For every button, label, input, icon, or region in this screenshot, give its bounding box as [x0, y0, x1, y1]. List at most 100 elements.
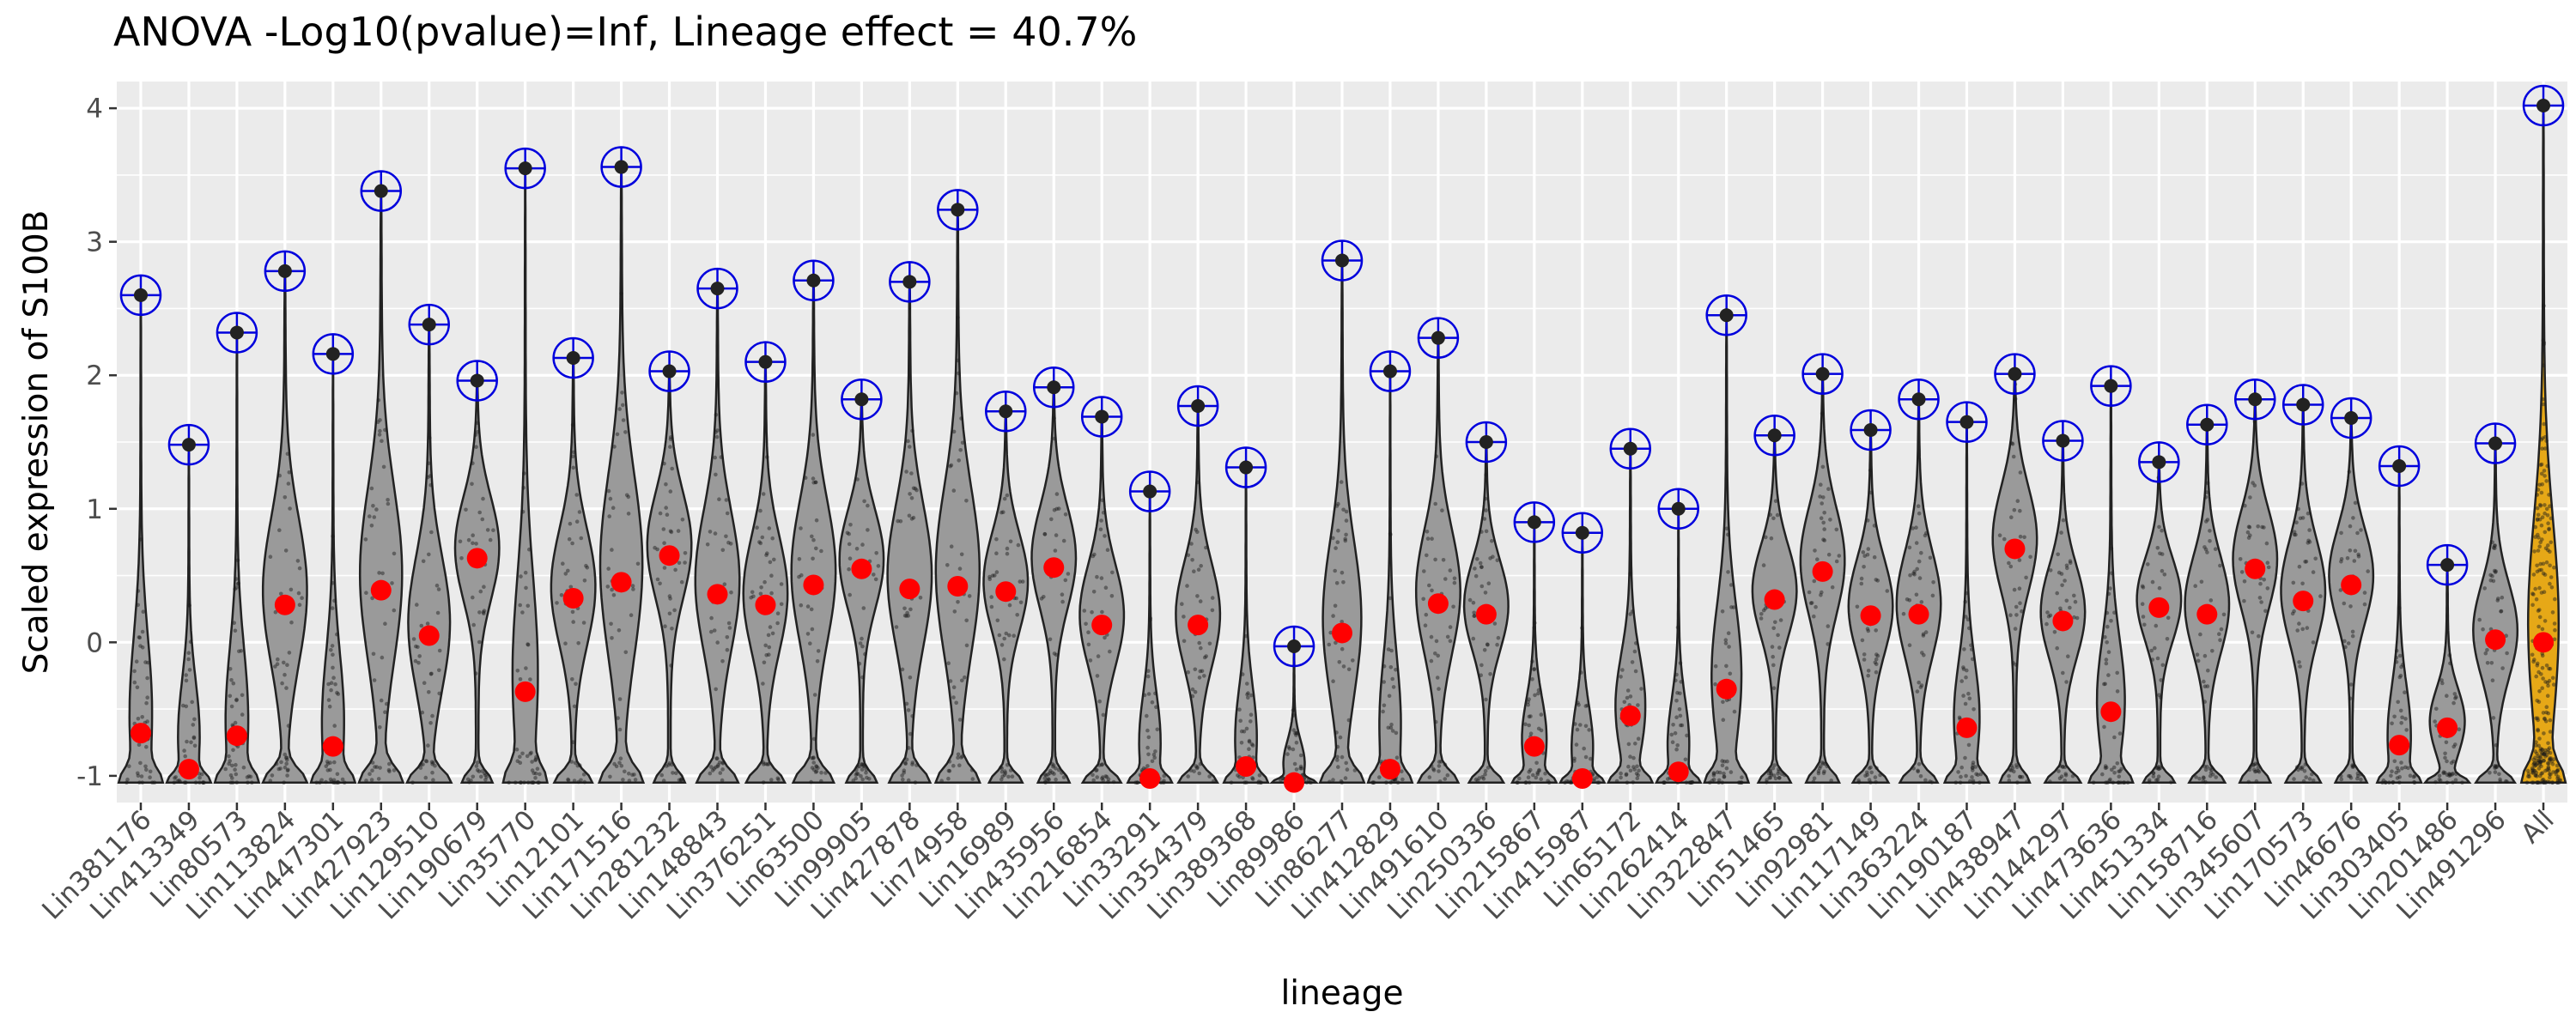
jitter-point [1445, 772, 1450, 778]
jitter-point [1527, 780, 1532, 785]
jitter-point [1018, 579, 1023, 584]
jitter-point [141, 609, 146, 614]
jitter-point [1445, 634, 1450, 639]
jitter-point [1240, 672, 1245, 676]
jitter-point [1674, 715, 1679, 719]
mean-point-Lin99905 [851, 558, 872, 579]
jitter-point [150, 780, 155, 785]
jitter-point [2555, 769, 2560, 773]
jitter-point [1674, 672, 1679, 677]
jitter-point [187, 603, 191, 608]
jitter-point [1146, 669, 1151, 673]
jitter-point [1111, 779, 1116, 785]
jitter-point [1583, 754, 1589, 760]
jitter-point [1427, 583, 1431, 588]
jitter-point [2450, 772, 2455, 777]
jitter-point [421, 559, 426, 564]
jitter-point [2339, 773, 2343, 779]
max-marker-Lin281232 [648, 350, 690, 392]
jitter-point [1344, 532, 1348, 537]
jitter-point [1054, 777, 1058, 782]
jitter-point [485, 528, 490, 532]
jitter-point [184, 678, 189, 683]
jitter-point [1162, 773, 1166, 779]
jitter-point [2457, 727, 2462, 731]
jitter-point [2110, 767, 2114, 772]
mean-point-Lin473636 [2100, 701, 2122, 723]
jitter-point [2193, 584, 2197, 588]
jitter-point [2303, 762, 2308, 766]
jitter-point [1211, 779, 1216, 784]
jitter-point [761, 682, 765, 686]
jitter-point [1582, 746, 1586, 751]
jitter-point [2451, 771, 2455, 776]
mean-point-Lin12101 [562, 588, 584, 609]
jitter-point [333, 682, 337, 687]
jitter-point [2494, 569, 2498, 573]
jitter-point [2390, 769, 2394, 773]
jitter-point [1014, 596, 1018, 601]
jitter-point [585, 566, 590, 570]
jitter-point [1331, 679, 1335, 683]
jitter-point [1434, 454, 1439, 458]
jitter-point [1622, 700, 1627, 705]
jitter-point [1483, 496, 1488, 501]
jitter-point [2025, 779, 2029, 784]
jitter-point [331, 534, 335, 539]
jitter-point [275, 662, 280, 666]
jitter-point [1246, 695, 1250, 700]
jitter-point [908, 607, 913, 612]
jitter-point [1970, 775, 1974, 779]
jitter-point [1394, 755, 1400, 760]
jitter-point [413, 658, 418, 663]
jitter-point [2550, 676, 2555, 681]
jitter-point [1096, 654, 1101, 658]
jitter-point [957, 458, 961, 463]
jitter-point [1631, 755, 1636, 760]
jitter-point [2445, 772, 2450, 777]
jitter-point [144, 767, 149, 772]
jitter-point [1619, 775, 1623, 780]
jitter-point [957, 371, 961, 376]
jitter-point [1677, 707, 1682, 712]
jitter-point [1807, 590, 1812, 595]
jitter-point [559, 593, 564, 597]
jitter-point [2238, 557, 2243, 561]
jitter-point [2534, 674, 2538, 679]
jitter-point [1862, 657, 1867, 662]
jitter-point [2018, 601, 2022, 605]
jitter-point [127, 764, 131, 768]
jitter-point [1012, 633, 1016, 638]
jitter-point [1685, 733, 1689, 738]
jitter-point [662, 566, 667, 570]
jitter-point [2301, 779, 2306, 784]
jitter-point [666, 762, 671, 767]
jitter-point [1923, 778, 1928, 783]
jitter-point [1334, 504, 1340, 508]
jitter-point [1711, 778, 1716, 782]
jitter-point [1865, 518, 1870, 523]
jitter-point [2140, 584, 2145, 589]
jitter-point [376, 777, 381, 781]
jitter-point [2542, 342, 2546, 347]
jitter-point [1707, 780, 1712, 785]
jitter-point [1688, 780, 1693, 785]
jitter-point [132, 680, 137, 685]
jitter-point [2059, 530, 2063, 535]
jitter-point [910, 714, 914, 718]
jitter-point [1150, 759, 1155, 764]
jitter-point [2300, 765, 2305, 770]
jitter-point [677, 560, 682, 566]
jitter-point [477, 769, 482, 773]
jitter-point [192, 743, 197, 748]
jitter-point [2535, 493, 2540, 497]
jitter-point [2359, 772, 2364, 777]
jitter-point [1636, 772, 1640, 778]
jitter-point [945, 563, 950, 567]
jitter-point [1194, 527, 1198, 532]
jitter-point [779, 602, 784, 607]
jitter-point [1246, 691, 1250, 695]
jitter-point [1239, 741, 1244, 745]
jitter-point [235, 558, 240, 563]
jitter-point [2489, 661, 2494, 665]
